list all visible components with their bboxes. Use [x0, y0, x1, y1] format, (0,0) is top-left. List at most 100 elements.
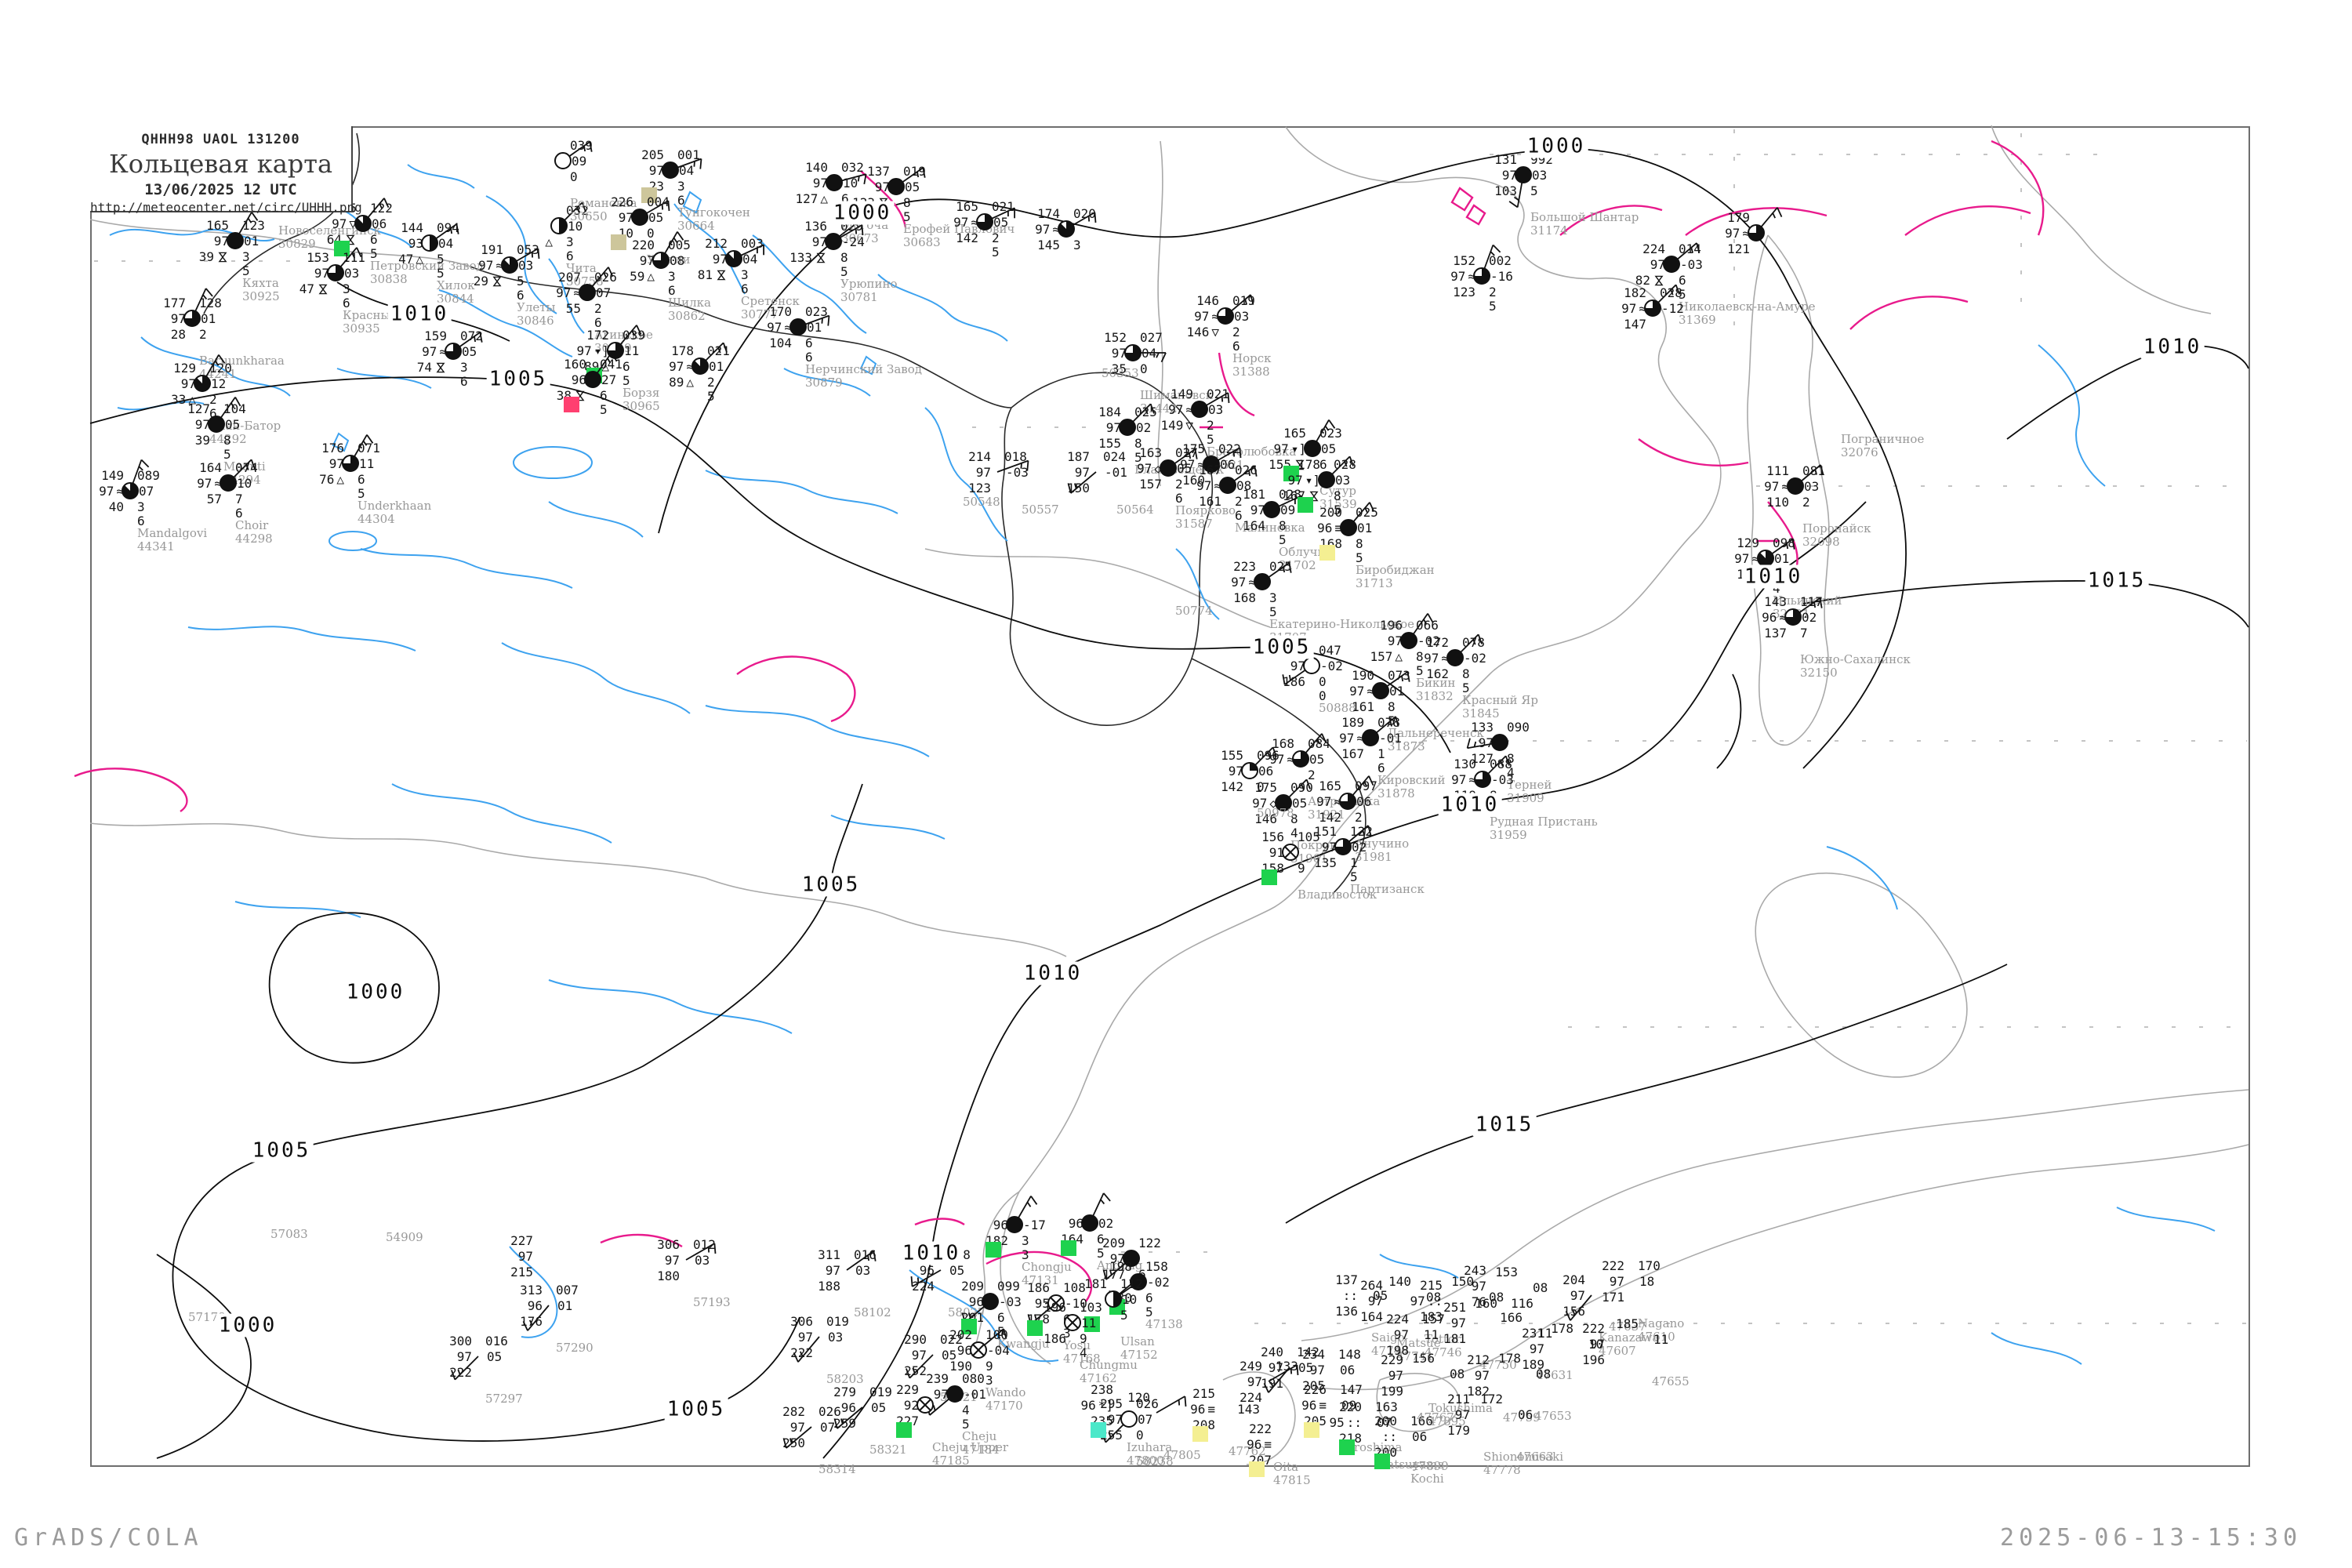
station-name: Underkhaan 44304	[358, 499, 432, 526]
station-symbol	[1241, 746, 1277, 779]
station-symbol	[1372, 671, 1410, 699]
value-cloud-height: 6	[209, 406, 217, 421]
station-symbol	[342, 434, 374, 472]
value-temperature: 144	[401, 220, 423, 235]
station-plot: 151 122 97 02 135 1 5 Партизанск	[1284, 806, 1425, 924]
value-tendency: -02	[1147, 1275, 1170, 1290]
value-temperature: 231	[1522, 1326, 1544, 1341]
present-weather-icon: ≈	[686, 359, 694, 374]
station-plot: 156 105 91 15 8 9 Владивосток	[1232, 811, 1377, 929]
value-temperature: 282	[782, 1404, 805, 1419]
value-pressure: 039	[622, 328, 645, 343]
station-plot-31388: 146 019 97 ≈03 146 ▽ 2 6 Норск 31388	[1167, 275, 1284, 393]
value-dewpoint: 190	[949, 1359, 972, 1374]
value-tendency: 05	[1373, 1288, 1388, 1303]
value-humidity: 97	[1471, 1279, 1486, 1294]
value-temperature: 143	[1764, 594, 1787, 609]
value-humidity: 97	[618, 210, 633, 225]
precip-marker-green	[1283, 466, 1299, 481]
value-temperature: 224	[1386, 1312, 1409, 1327]
value-humidity: 97	[1194, 309, 1210, 324]
value-dewpoint: 198	[1386, 1343, 1409, 1358]
station-name: Норск 31388	[1232, 351, 1272, 379]
value-humidity: 97	[953, 215, 969, 230]
value-tendency: 10	[843, 176, 858, 191]
value-pressure: 002	[1489, 253, 1512, 268]
value-tendency: -12	[1661, 301, 1684, 316]
station-name: Хилок 30844	[437, 278, 475, 306]
value-dewpoint: 121	[1727, 241, 1750, 256]
station-symbol	[1102, 1250, 1140, 1280]
value-pressure: 028	[1660, 285, 1682, 300]
value-cloud-amount: 8	[1388, 699, 1396, 714]
value-pressure: 166	[1410, 1414, 1433, 1428]
value-temperature: 239	[926, 1371, 949, 1386]
value-dewpoint: 142	[956, 230, 978, 245]
present-weather-icon: ▾]	[1305, 473, 1320, 488]
value-cloud-amount: 8	[903, 195, 911, 210]
value-temperature: 200	[1319, 505, 1342, 520]
value-dewpoint: 74	[416, 360, 432, 375]
value-humidity: 97	[1321, 840, 1337, 855]
value-cloud-height: 5	[1462, 681, 1470, 695]
station-symbol	[825, 224, 864, 250]
present-weather-icon: ≈	[1211, 309, 1219, 324]
value-humidity: 97	[1287, 473, 1303, 488]
value-tendency: -01	[1379, 731, 1402, 746]
value-pressure: 120	[209, 361, 232, 376]
cloud-type-icon: ⋈	[714, 269, 729, 281]
value-dewpoint: 155	[1098, 436, 1121, 451]
value-cloud-height: 6	[668, 283, 676, 298]
value-temperature: 140	[805, 160, 828, 175]
cloud-type-icon: △	[1395, 649, 1403, 664]
station-symbol	[481, 1215, 598, 1301]
station-symbol	[584, 352, 618, 388]
present-weather-icon: ::	[1346, 1415, 1362, 1430]
value-temperature: 295	[1100, 1396, 1123, 1411]
value-humidity: 97	[180, 376, 196, 391]
value-dewpoint: 183	[1420, 1309, 1443, 1324]
station-plot: 160 116	[1445, 1278, 1563, 1396]
value-tendency: 07	[139, 484, 154, 499]
station-name: Поронайск 32098	[1802, 521, 1871, 549]
station-symbol	[1263, 1367, 1290, 1393]
value-dewpoint: 177	[1102, 1267, 1125, 1282]
value-tendency: 03	[855, 1263, 871, 1278]
station-name: Улеты 30846	[517, 300, 556, 328]
value-humidity: 97	[1273, 441, 1289, 456]
value-humidity: 97	[1250, 503, 1265, 517]
station-label-47637: 47637	[1609, 1319, 1646, 1334]
value-cloud-height: 3	[1063, 1326, 1071, 1341]
isobar-label-1005: 1005	[249, 1138, 314, 1163]
value-dewpoint: 164	[1243, 518, 1265, 533]
station-name: Урюпино 30781	[840, 277, 898, 304]
station-name: Улан-Батор 44292	[209, 419, 281, 446]
station-symbol	[1160, 448, 1198, 477]
station-plot-31878: 189 078 97 ≈ -01 167 1 6 Кировский 31878	[1312, 697, 1445, 815]
station-plot-58203: 306 019 97 03 222 58203	[760, 1296, 878, 1414]
value-humidity: 97	[975, 465, 991, 480]
station-symbol	[782, 1426, 812, 1449]
value-humidity: 96	[571, 372, 586, 387]
value-dewpoint: 136	[1335, 1304, 1358, 1319]
value-dewpoint: 188	[818, 1279, 840, 1294]
value-temperature: 178	[671, 343, 694, 358]
value-temperature: 146	[1196, 293, 1219, 308]
isobar-label-1010: 1010	[387, 302, 452, 326]
station-symbol	[1644, 284, 1680, 317]
value-cloud-amount: 8	[1279, 518, 1287, 533]
value-cloud-amount: 4	[962, 1403, 970, 1417]
station-name: Choir 44298	[235, 518, 273, 546]
present-weather-icon: ≈	[1185, 402, 1193, 417]
station-plot-47750: 251 97 181 47750	[1414, 1282, 1531, 1399]
precip-marker-green	[1061, 1240, 1076, 1256]
value-cloud-height: 5	[600, 402, 608, 417]
value-humidity: 97	[1609, 1274, 1624, 1289]
station-plot-30758: 032 10 △ 3 6 Чита 30758	[500, 185, 618, 303]
value-tendency: 02	[1098, 1216, 1114, 1231]
station-plot-47759: 212 97 182 47759	[1437, 1334, 1555, 1452]
station-symbol	[961, 1293, 999, 1323]
value-humidity: 97	[213, 234, 229, 249]
